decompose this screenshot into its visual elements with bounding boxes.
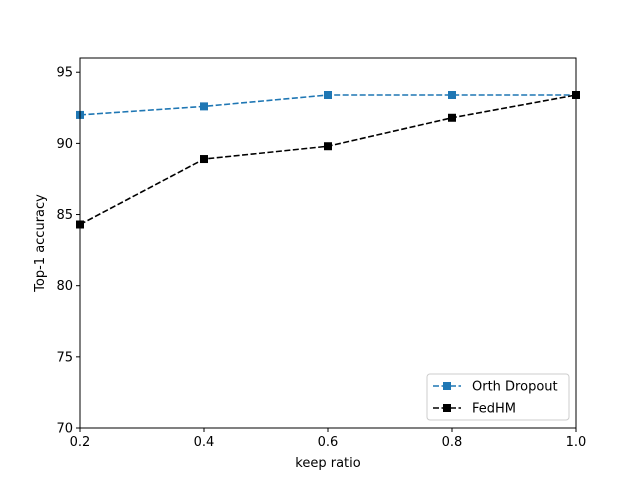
x-tick-label: 0.2 — [70, 435, 91, 450]
legend-label: Orth Dropout — [472, 380, 558, 395]
y-tick-label: 70 — [56, 422, 73, 437]
axis-ticks: 0.2 0.4 0.6 0.8 1.0 70 75 80 85 90 95 — [56, 66, 586, 450]
data-point-fedhm — [200, 155, 208, 164]
legend-marker — [443, 404, 451, 412]
data-point-orth-dropout — [448, 91, 456, 99]
y-tick-label: 85 — [56, 208, 73, 223]
data-point-fedhm — [324, 142, 332, 151]
legend-label: FedHM — [472, 402, 516, 417]
x-tick-label: 0.8 — [442, 435, 463, 450]
legend-marker — [443, 382, 451, 390]
data-point-fedhm — [448, 113, 456, 122]
y-axis-label: Top-1 accuracy — [33, 194, 48, 293]
x-tick-label: 1.0 — [566, 435, 587, 450]
x-tick-label: 0.4 — [194, 435, 215, 450]
legend: Orth Dropout FedHM — [426, 373, 570, 421]
data-point-orth-dropout — [324, 91, 332, 99]
y-tick-label: 95 — [56, 66, 73, 81]
x-axis-label: keep ratio — [295, 456, 360, 471]
data-point-orth-dropout — [200, 102, 208, 111]
y-tick-label: 80 — [56, 279, 73, 294]
y-tick-label: 75 — [56, 350, 73, 365]
legend-box — [426, 373, 570, 421]
x-tick-label: 0.6 — [318, 435, 339, 450]
y-tick-label: 90 — [56, 137, 73, 152]
